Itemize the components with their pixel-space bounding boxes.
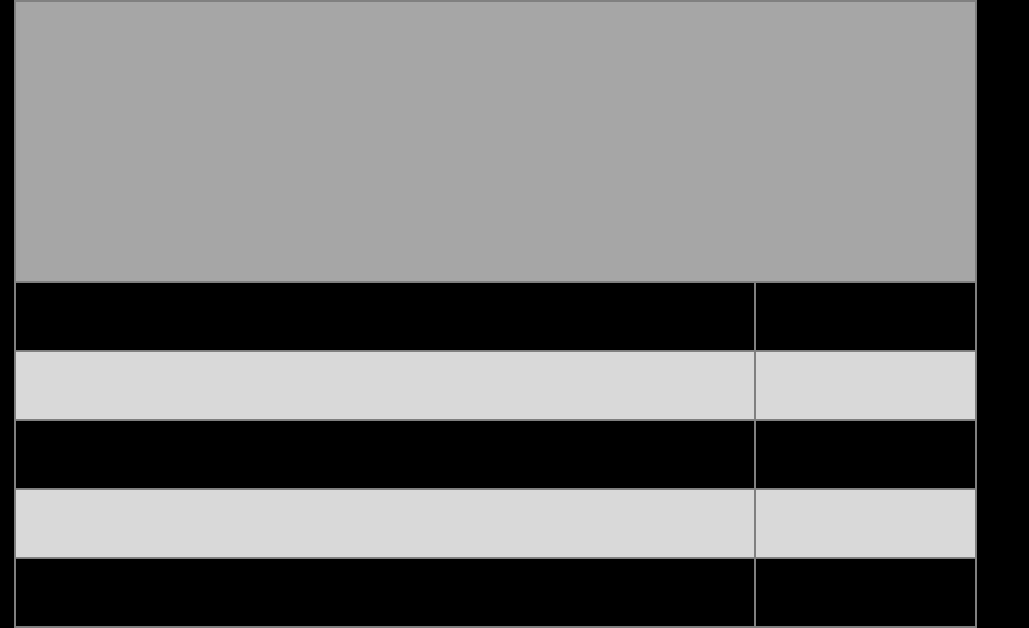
table-cell-main <box>16 352 756 419</box>
table-row[interactable] <box>16 490 975 559</box>
table-cell-main <box>16 421 756 488</box>
table-cell-side <box>756 490 975 557</box>
table-cell-side <box>756 559 975 626</box>
table-row[interactable] <box>16 352 975 421</box>
table-cell-main <box>16 490 756 557</box>
table-cell-side <box>756 352 975 419</box>
table-cell-side <box>756 283 975 350</box>
table-row[interactable] <box>16 283 975 352</box>
table-cell-main <box>16 283 756 350</box>
table-row[interactable] <box>16 421 975 490</box>
table-header <box>16 2 975 283</box>
table-cell-side <box>756 421 975 488</box>
table-body <box>16 283 975 628</box>
table-row[interactable] <box>16 559 975 628</box>
data-table <box>14 0 977 628</box>
table-cell-main <box>16 559 756 626</box>
